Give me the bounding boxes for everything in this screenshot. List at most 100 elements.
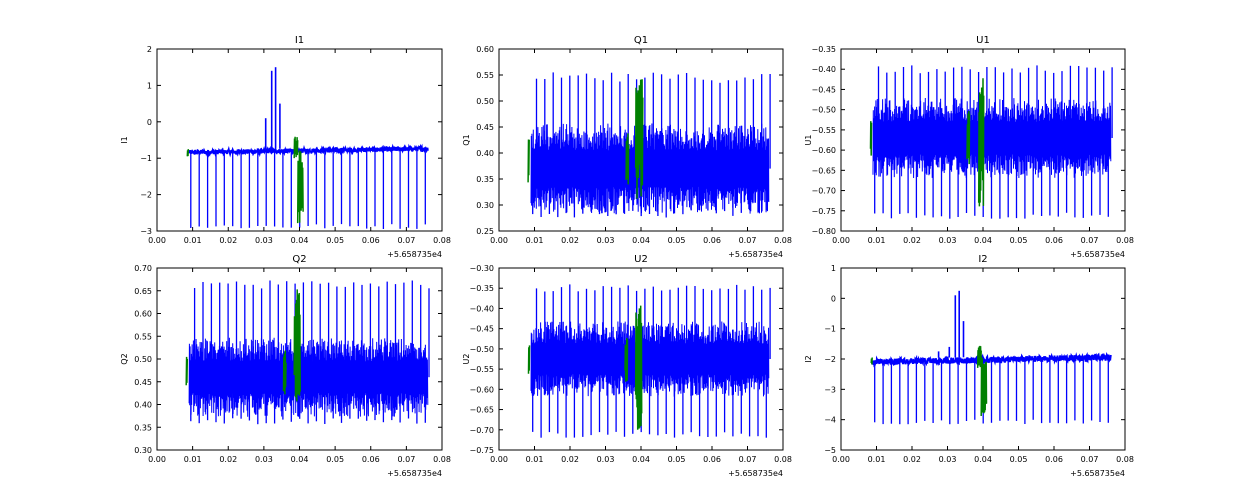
- plot-area: [186, 67, 429, 229]
- highlight-segment: [980, 357, 988, 417]
- y-tick-label: 0.55: [476, 71, 494, 80]
- x-tick-label: 0.00: [832, 236, 850, 245]
- y-tick-label: 0.60: [476, 45, 494, 54]
- x-tick-label: 0.07: [397, 236, 415, 245]
- x-tick-label: 0.06: [1045, 455, 1063, 464]
- x-tick-label: 0.07: [739, 236, 757, 245]
- plot-area: [527, 72, 771, 218]
- x-tick-label: 0.00: [490, 455, 508, 464]
- y-axis-label: U1: [804, 135, 813, 146]
- y-tick-label: −0.70: [469, 426, 494, 435]
- y-tick-label: −4: [824, 416, 836, 425]
- highlight-segment: [634, 79, 644, 199]
- x-tick-label: 0.04: [291, 236, 309, 245]
- y-tick-label: 0.45: [134, 378, 152, 387]
- series-line: [530, 123, 770, 214]
- y-tick-label: 0.70: [134, 264, 152, 273]
- series-line: [530, 321, 770, 397]
- x-tick-label: 0.04: [632, 236, 650, 245]
- subplot-q2: 0.00 0.01 0.02 0.03 0.04 0.05 0.06 0.07 0.08 0.30…: [120, 254, 451, 478]
- y-tick-label: 0.30: [134, 446, 152, 455]
- chart-title: Q2: [292, 254, 306, 265]
- y-tick-label: −3: [824, 385, 836, 394]
- y-tick-label: −0.65: [469, 406, 494, 415]
- x-tick-label: 0.07: [1081, 236, 1099, 245]
- chart-title: U2: [634, 254, 648, 265]
- y-tick-label: −0.75: [811, 207, 836, 216]
- x-offset-label: +5.658735e4: [387, 469, 442, 478]
- x-offset-label: +5.658735e4: [728, 469, 783, 478]
- y-tick-label: 0.35: [476, 175, 494, 184]
- y-tick-label: −0.35: [469, 284, 494, 293]
- x-tick-label: 0.06: [703, 455, 721, 464]
- y-tick-label: −0.35: [811, 45, 836, 54]
- y-tick-label: −0.65: [811, 166, 836, 175]
- x-offset-label: +5.658735e4: [1070, 469, 1125, 478]
- x-tick-label: 0.01: [526, 455, 544, 464]
- x-tick-label: 0.02: [903, 236, 921, 245]
- highlight-segment: [185, 356, 189, 386]
- x-tick-label: 0.04: [632, 455, 650, 464]
- x-tick-label: 0.04: [974, 455, 992, 464]
- x-tick-label: 0.04: [974, 236, 992, 245]
- x-tick-label: 0.07: [739, 455, 757, 464]
- y-tick-label: 0: [831, 294, 836, 303]
- subplot-i2: 0.00 0.01 0.02 0.03 0.04 0.05 0.06 0.07 0.08 −5 −4…: [804, 254, 1134, 478]
- chart-title: Q1: [634, 35, 648, 46]
- chart-title: U1: [976, 35, 990, 46]
- y-tick-label: −0.40: [811, 65, 836, 74]
- y-tick-label: 0.50: [476, 97, 494, 106]
- y-tick-label: −2: [140, 191, 152, 200]
- y-tick-label: −0.60: [469, 385, 494, 394]
- x-tick-label: 0.05: [668, 455, 686, 464]
- y-tick-label: 0.65: [134, 287, 152, 296]
- x-offset-label: +5.658735e4: [387, 250, 442, 259]
- x-tick-label: 0.03: [255, 236, 273, 245]
- chart-title: I2: [978, 254, 987, 265]
- y-tick-label: −5: [824, 446, 836, 455]
- x-tick-label: 0.02: [903, 455, 921, 464]
- x-tick-label: 0.03: [597, 455, 615, 464]
- x-tick-label: 0.01: [184, 236, 202, 245]
- y-tick-label: 2: [147, 45, 152, 54]
- subplot-u1: 0.00 0.01 0.02 0.03 0.04 0.05 0.06 0.07 0.08 −0.8…: [804, 35, 1134, 259]
- highlight-segment: [624, 337, 629, 382]
- x-tick-label: 0.08: [433, 455, 451, 464]
- x-tick-label: 0.05: [326, 455, 344, 464]
- x-tick-label: 0.08: [1116, 236, 1134, 245]
- x-tick-label: 0.05: [668, 236, 686, 245]
- x-tick-label: 0.01: [184, 455, 202, 464]
- x-tick-label: 0.08: [433, 236, 451, 245]
- plot-area: [869, 65, 1113, 219]
- highlight-segment: [527, 345, 531, 374]
- y-tick-label: 0.40: [134, 401, 152, 410]
- subplot-u2: 0.00 0.01 0.02 0.03 0.04 0.05 0.06 0.07 0.08 −0.7…: [462, 254, 792, 478]
- x-tick-label: 0.06: [362, 455, 380, 464]
- highlight-segment: [966, 110, 971, 165]
- x-tick-label: 0.06: [703, 236, 721, 245]
- highlight-segment: [870, 357, 873, 365]
- x-tick-label: 0.07: [397, 455, 415, 464]
- x-tick-label: 0.08: [1116, 455, 1134, 464]
- x-tick-label: 0.01: [868, 236, 886, 245]
- plot-area: [527, 284, 771, 438]
- y-tick-label: 0.35: [134, 423, 152, 432]
- x-tick-label: 0.02: [219, 455, 237, 464]
- x-tick-label: 0.07: [1081, 455, 1099, 464]
- y-tick-label: −1: [824, 325, 836, 334]
- x-tick-label: 0.05: [326, 236, 344, 245]
- highlight-segment: [625, 133, 630, 185]
- highlight-segment: [527, 139, 530, 183]
- plot-area: [185, 280, 430, 425]
- y-tick-label: 0.45: [476, 123, 494, 132]
- x-offset-label: +5.658735e4: [1070, 250, 1125, 259]
- x-tick-label: 0.03: [939, 455, 957, 464]
- subplot-i1: 0.00 0.01 0.02 0.03 0.04 0.05 0.06 0.07 0.08 −3 −2…: [120, 35, 451, 259]
- x-tick-label: 0.01: [868, 455, 886, 464]
- x-tick-label: 0.06: [362, 236, 380, 245]
- highlight-segment: [293, 136, 299, 159]
- y-tick-label: −0.75: [469, 446, 494, 455]
- y-tick-label: 1: [147, 81, 152, 90]
- subplot-q1: 0.00 0.01 0.02 0.03 0.04 0.05 0.06 0.07 0.08 0.25…: [462, 35, 792, 259]
- x-offset-label: +5.658735e4: [728, 250, 783, 259]
